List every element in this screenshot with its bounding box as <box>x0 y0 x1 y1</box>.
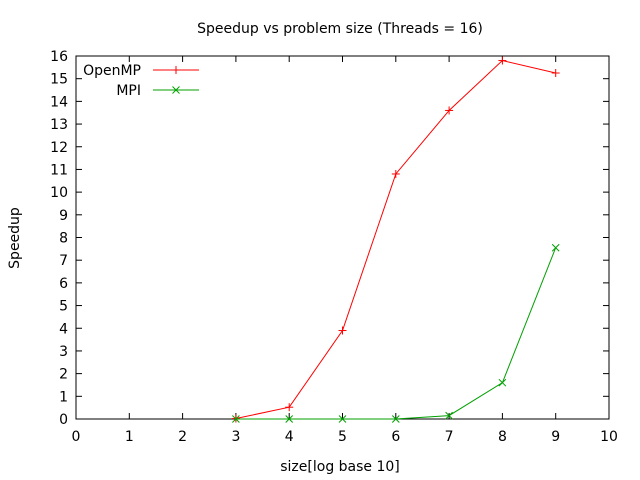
series-line <box>235 59 556 420</box>
series-line <box>235 247 557 420</box>
series-openmp <box>231 56 560 423</box>
y-axis-label: Speedup <box>7 207 23 269</box>
x-tick-label: 3 <box>231 429 240 445</box>
y-tick-label: 7 <box>59 253 68 269</box>
data-point <box>338 326 347 335</box>
plot-series <box>231 56 560 423</box>
x-tick-label: 5 <box>338 429 347 445</box>
series-mpi <box>232 243 560 423</box>
y-tick-label: 10 <box>50 185 68 201</box>
legend: OpenMP MPI <box>83 63 199 99</box>
x-tick-label: 0 <box>72 429 81 445</box>
x-tick-label: 7 <box>445 429 454 445</box>
x-tick-label: 4 <box>285 429 294 445</box>
y-tick-label: 11 <box>50 162 68 178</box>
y-tick-label: 5 <box>59 299 68 315</box>
data-point <box>338 415 347 423</box>
data-point <box>551 69 560 78</box>
legend-label: OpenMP <box>83 63 141 79</box>
data-point <box>498 378 507 387</box>
y-tick-label: 9 <box>59 208 68 224</box>
legend-marker <box>172 86 180 94</box>
y-tick-label: 4 <box>59 321 68 337</box>
legend-item: MPI <box>116 83 199 99</box>
y-tick-label: 3 <box>59 344 68 360</box>
data-point <box>285 415 294 423</box>
y-tick-label: 16 <box>50 49 68 65</box>
plot-border <box>75 55 610 420</box>
x-tick-label: 9 <box>551 429 560 445</box>
data-point <box>285 403 294 412</box>
x-axis-label: size[log base 10] <box>280 459 400 475</box>
y-tick-label: 14 <box>50 94 68 110</box>
y-tick-label: 1 <box>59 389 68 405</box>
data-point <box>391 169 400 178</box>
legend-item: OpenMP <box>83 63 199 79</box>
x-tick-label: 10 <box>600 429 618 445</box>
x-tick-label: 1 <box>125 429 134 445</box>
data-point <box>232 415 240 423</box>
data-point <box>551 243 560 252</box>
y-tick-label: 0 <box>59 412 68 428</box>
legend-label: MPI <box>116 83 141 99</box>
data-point <box>498 56 507 65</box>
legend-marker <box>172 66 180 74</box>
y-tick-label: 12 <box>50 140 68 156</box>
data-point <box>391 415 400 423</box>
data-point <box>445 411 453 420</box>
y-tick-label: 8 <box>59 231 68 247</box>
x-tick-label: 2 <box>178 429 187 445</box>
y-tick-label: 6 <box>59 276 68 292</box>
x-tick-label: 8 <box>498 429 507 445</box>
chart-title: Speedup vs problem size (Threads = 16) <box>197 21 483 37</box>
data-point <box>445 106 454 115</box>
y-tick-label: 13 <box>50 117 68 133</box>
y-tick-label: 15 <box>50 72 68 88</box>
y-tick-label: 2 <box>59 367 68 383</box>
x-tick-label: 6 <box>391 429 400 445</box>
